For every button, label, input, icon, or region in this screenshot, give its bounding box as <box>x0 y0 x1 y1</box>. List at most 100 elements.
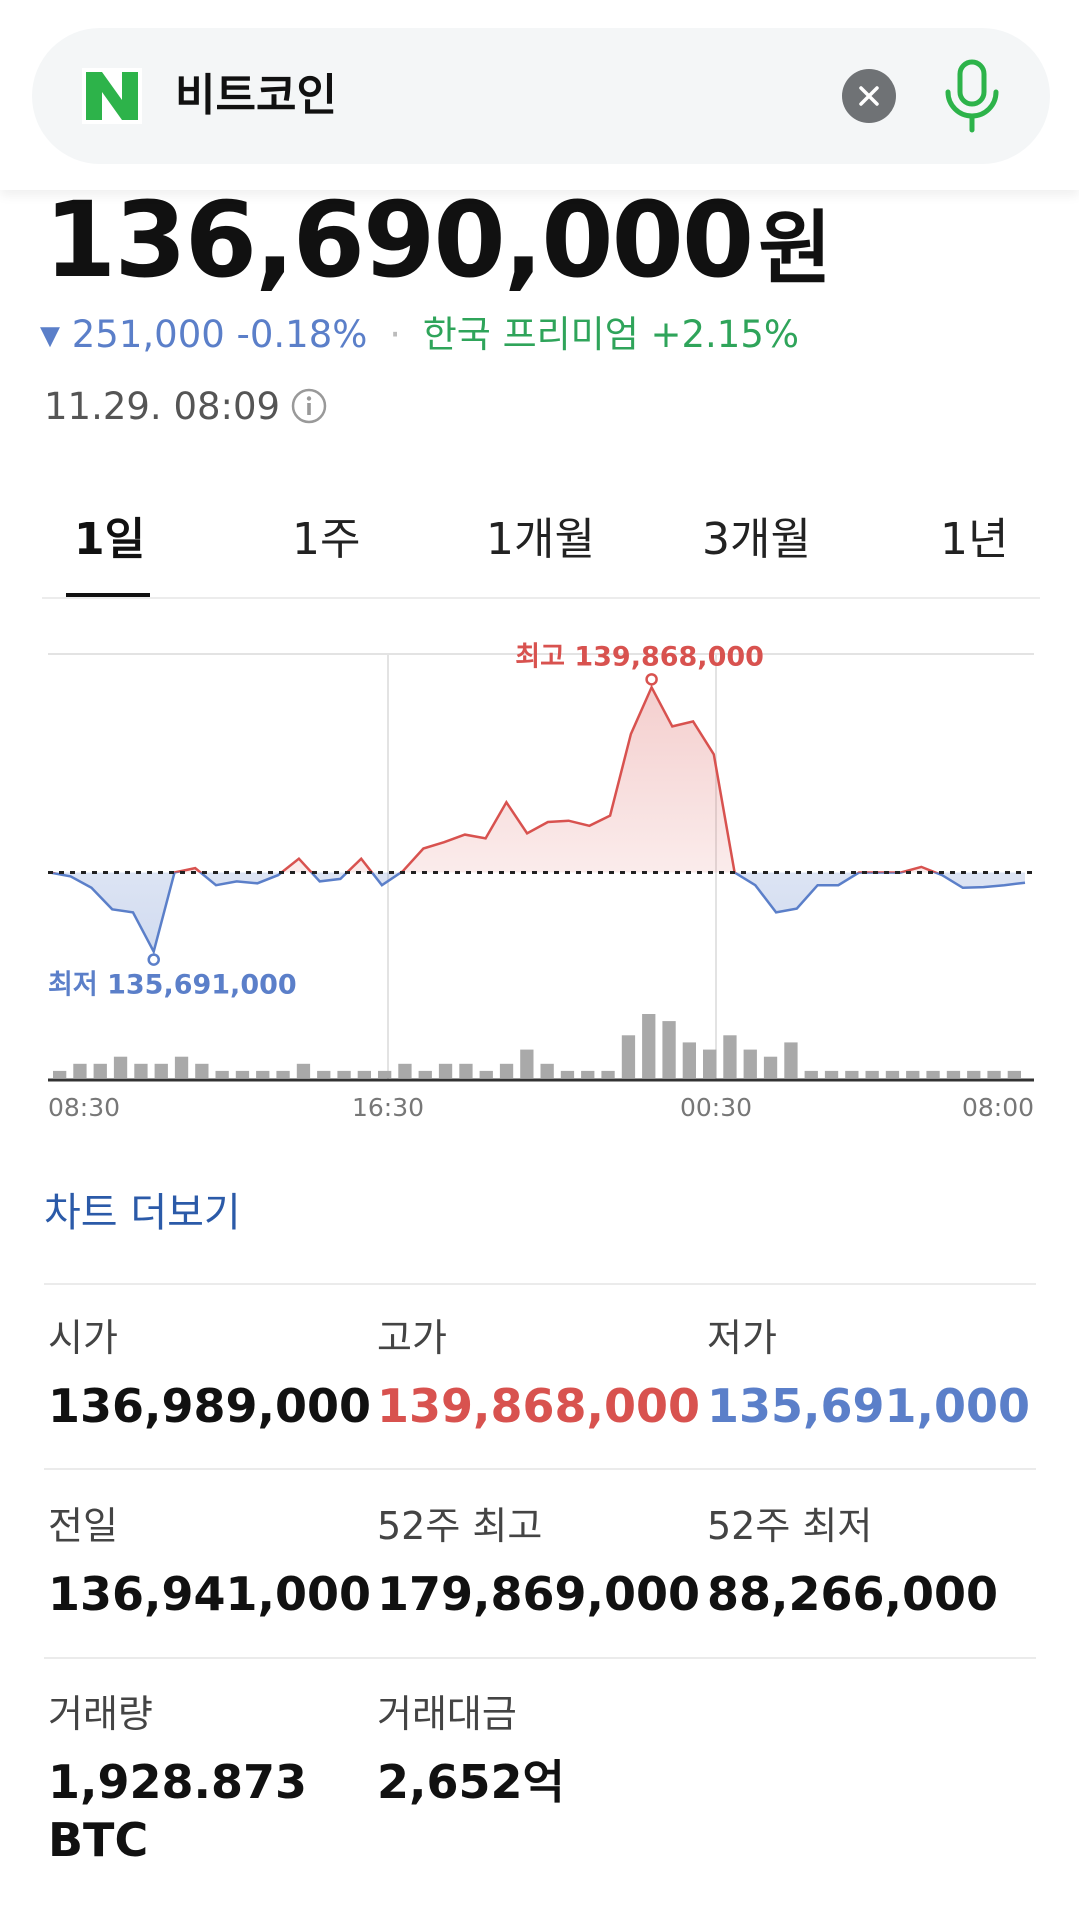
volume-bar <box>581 1070 595 1078</box>
price-line-up <box>49 684 939 873</box>
tab-1-week[interactable]: 1주 <box>292 514 361 565</box>
stat-52w-low: 52주 최저 88,266,000 <box>707 1501 998 1623</box>
more-chart-link[interactable]: 차트 더보기 <box>44 1190 241 1236</box>
stat-label: 52주 최저 <box>707 1504 873 1548</box>
stat-value: 179,869,000 <box>377 1567 701 1621</box>
price-timestamp: 11.29. 08:09 <box>44 384 328 430</box>
stat-value: 139,868,000 <box>377 1379 701 1433</box>
volume-bar <box>317 1070 331 1078</box>
volume-bar <box>520 1049 534 1078</box>
current-price: 136,690,000원 <box>44 180 832 309</box>
price-change: 251,000 -0.18% <box>71 313 368 356</box>
volume-bar <box>967 1070 981 1078</box>
stat-volume: 거래량 1,928.873 BTC <box>48 1689 307 1869</box>
area-below-baseline <box>50 872 1025 952</box>
volume-bar <box>276 1070 290 1078</box>
search-header: 비트코인 <box>0 0 1079 190</box>
stat-trade-value: 거래대금 2,652억 <box>377 1689 565 1811</box>
tab-1-year[interactable]: 1년 <box>940 514 1009 565</box>
tab-1-day[interactable]: 1일 <box>74 514 146 565</box>
period-tabs: 1일 1주 1개월 3개월 1년 <box>42 505 1040 599</box>
price-value: 136,690,000 <box>44 179 754 301</box>
stat-prev-close: 전일 136,941,000 <box>48 1501 371 1623</box>
stat-open: 시가 136,989,000 <box>48 1313 371 1435</box>
volume-bar <box>398 1063 412 1078</box>
search-input[interactable]: 비트코인 <box>175 70 337 121</box>
stat-label: 저가 <box>707 1316 777 1360</box>
korea-premium: 한국 프리미엄 +2.15% <box>422 313 800 356</box>
close-icon <box>859 86 879 106</box>
volume-bar <box>53 1070 67 1078</box>
x-tick-3: 08:00 <box>962 1093 1034 1122</box>
timestamp-text: 11.29. 08:09 <box>44 385 281 428</box>
stat-high: 고가 139,868,000 <box>377 1313 700 1435</box>
volume-bar <box>73 1063 87 1078</box>
price-change-row: ▼ 251,000 -0.18% · 한국 프리미엄 +2.15% <box>40 312 799 359</box>
volume-bar <box>804 1070 818 1078</box>
volume-bar <box>926 1070 940 1078</box>
volume-bar <box>499 1063 514 1078</box>
tab-1-month[interactable]: 1개월 <box>486 514 595 565</box>
volume-bar <box>560 1070 575 1078</box>
volume-bar <box>784 1042 798 1078</box>
volume-bar <box>601 1070 615 1078</box>
volume-bar <box>642 1014 656 1078</box>
stat-52w-high: 52주 최고 179,869,000 <box>377 1501 700 1623</box>
volume-bar <box>1007 1070 1021 1078</box>
stat-value: 1,928.873 <box>48 1755 307 1809</box>
price-line-down <box>49 872 1026 956</box>
x-tick-2: 00:30 <box>680 1093 752 1122</box>
stat-value-unit: BTC <box>48 1813 149 1867</box>
stat-label: 시가 <box>48 1316 118 1360</box>
x-tick-0: 08:30 <box>48 1093 120 1122</box>
stat-value: 136,989,000 <box>48 1379 372 1433</box>
x-tick-1: 16:30 <box>352 1093 424 1122</box>
active-tab-indicator <box>66 593 150 597</box>
volume-bar <box>703 1049 717 1078</box>
stat-value: 88,266,000 <box>707 1567 999 1621</box>
volume-bar <box>621 1035 636 1078</box>
high-marker <box>645 673 658 686</box>
volume-bar <box>885 1070 900 1078</box>
volume-bar <box>134 1063 148 1078</box>
separator-dot: · <box>389 313 401 356</box>
volume-bar <box>723 1035 737 1078</box>
volume-bar <box>906 1070 920 1078</box>
volume-bar <box>256 1070 270 1078</box>
microphone-icon[interactable] <box>940 58 1004 134</box>
volume-bar <box>682 1042 696 1078</box>
stat-label: 거래대금 <box>377 1692 517 1736</box>
volume-bar <box>540 1063 554 1078</box>
low-label: 최저 135,691,000 <box>48 970 297 1001</box>
stat-label: 고가 <box>377 1316 447 1360</box>
volume-bar <box>743 1049 757 1078</box>
volume-bar <box>865 1070 879 1078</box>
naver-logo-icon[interactable] <box>82 68 142 124</box>
volume-bar <box>195 1063 209 1078</box>
search-bar[interactable]: 비트코인 <box>32 28 1050 164</box>
volume-bar <box>459 1063 473 1078</box>
stat-value: 2,652억 <box>377 1755 565 1809</box>
volume-bar <box>479 1070 493 1078</box>
tab-3-months[interactable]: 3개월 <box>702 514 811 565</box>
volume-bar <box>357 1070 371 1078</box>
stat-label: 거래량 <box>48 1692 153 1736</box>
volume-bar <box>154 1063 168 1078</box>
price-chart[interactable]: 최고 139,868,000 최저 135,691,000 08:30 16:3… <box>0 640 1079 1140</box>
volume-bars <box>53 1014 1021 1078</box>
stat-value: 136,941,000 <box>48 1567 372 1621</box>
info-icon[interactable] <box>290 387 328 425</box>
volume-bar <box>337 1070 351 1078</box>
price-unit: 원 <box>758 202 832 295</box>
volume-bar <box>662 1021 676 1078</box>
volume-bar <box>93 1063 107 1078</box>
volume-bar <box>946 1070 961 1078</box>
volume-bar <box>235 1070 250 1078</box>
clear-search-button[interactable] <box>842 69 896 123</box>
down-arrow-icon: ▼ <box>40 321 60 351</box>
volume-bar <box>174 1056 189 1078</box>
volume-bar <box>438 1063 453 1078</box>
stat-label: 52주 최고 <box>377 1504 543 1548</box>
area-above-baseline <box>50 687 1025 873</box>
volume-bar <box>987 1070 1001 1078</box>
